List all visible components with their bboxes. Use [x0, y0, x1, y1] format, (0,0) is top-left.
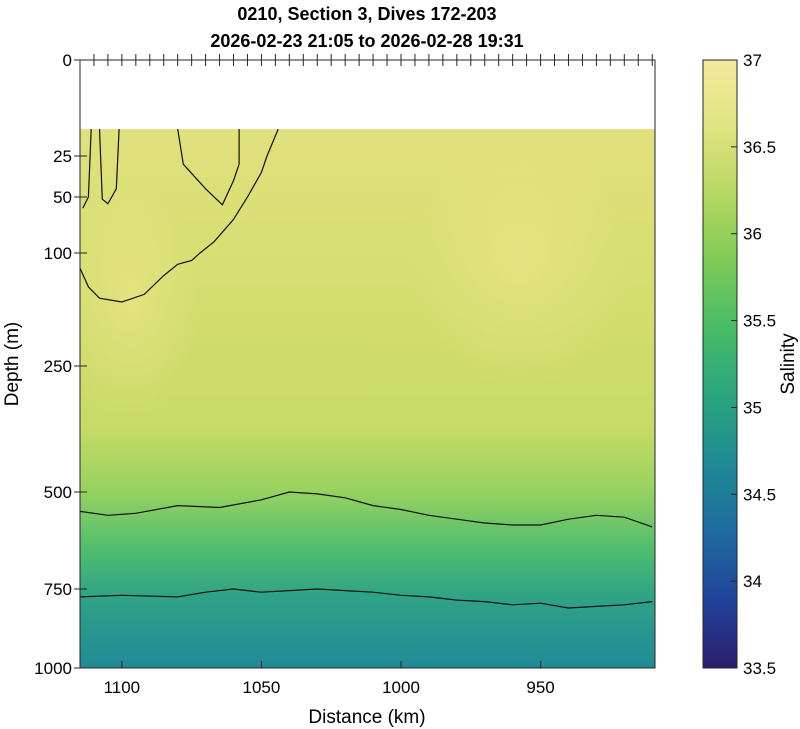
x-tick-label: 950 — [526, 678, 554, 697]
colorbar — [702, 59, 738, 669]
no-data-band — [80, 60, 655, 130]
salinity-high-patch — [410, 130, 630, 390]
chart-subtitle: 2026-02-23 21:05 to 2026-02-28 19:31 — [210, 31, 523, 51]
colorbar-tick-label: 37 — [743, 51, 762, 70]
contour-line — [98, 129, 120, 205]
colorbar-tick-label: 33.5 — [743, 659, 776, 678]
x-axis-label: Distance (km) — [308, 707, 425, 728]
y-tick-label: 1000 — [34, 659, 72, 678]
colorbar-tick-label: 35 — [743, 398, 762, 417]
y-tick-label: 500 — [44, 483, 72, 502]
y-tick-label: 250 — [44, 357, 72, 376]
colorbar-tick-label: 34 — [743, 572, 762, 591]
contour-line — [82, 129, 92, 209]
colorbar-label: Salinity — [778, 333, 799, 395]
colorbar-tick-label: 35.5 — [743, 312, 776, 331]
contour-line — [80, 491, 653, 528]
contour-line — [80, 128, 279, 303]
colorbar-tick-label: 36 — [743, 225, 762, 244]
plot-area — [80, 60, 655, 668]
y-axis: 0 25 50 100 250 500 750 1000 — [34, 51, 87, 678]
x-axis: 1100 1050 1000 950 — [93, 54, 653, 697]
chart-title: 0210, Section 3, Dives 172-203 — [237, 4, 496, 24]
contour-line — [80, 588, 653, 609]
plot-frame — [79, 59, 656, 669]
y-tick-label: 100 — [44, 244, 72, 263]
contour-lines — [80, 128, 653, 609]
y-tick-label: 25 — [53, 147, 72, 166]
x-tick-label: 1050 — [243, 678, 281, 697]
colorbar-tick-label: 34.5 — [743, 485, 776, 504]
colorbar-tick-label: 36.5 — [743, 138, 776, 157]
salinity-high-patch — [80, 180, 200, 420]
x-tick-label: 1100 — [104, 678, 141, 697]
x-tick-label: 1000 — [382, 678, 420, 697]
colorbar-axis: 37 36.5 36 35.5 35 34.5 34 33.5 — [731, 51, 776, 678]
y-axis-label: Depth (m) — [2, 322, 23, 406]
y-tick-label: 0 — [63, 51, 72, 70]
y-tick-label: 750 — [44, 580, 72, 599]
contour-line — [177, 129, 240, 206]
y-tick-label: 50 — [53, 188, 72, 207]
